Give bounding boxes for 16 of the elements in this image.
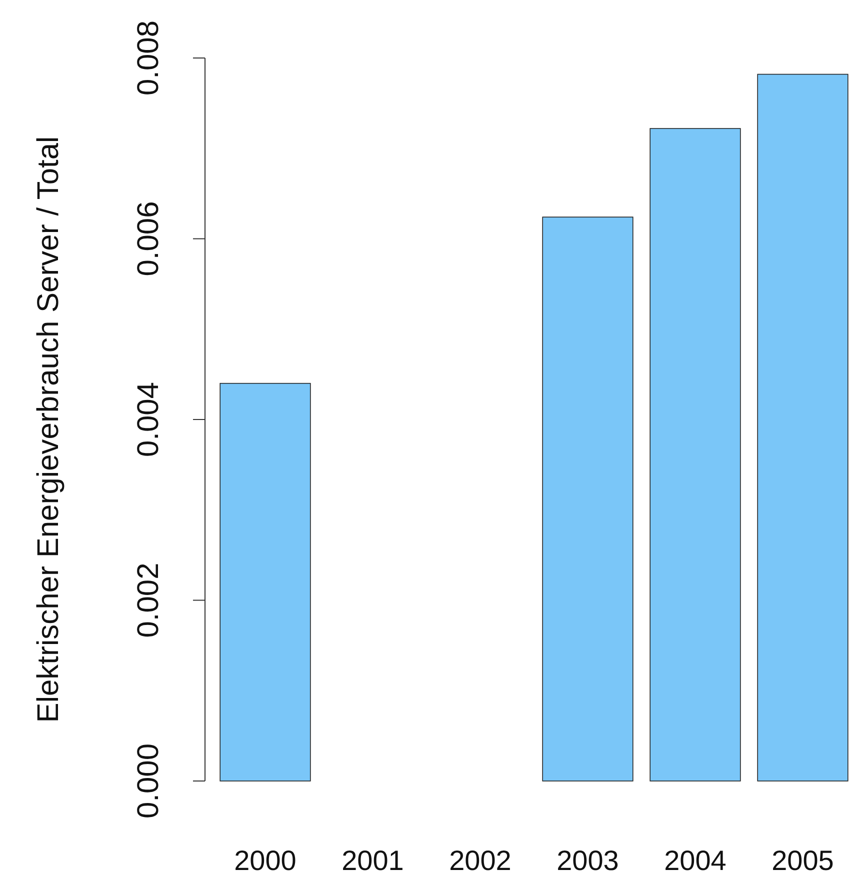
bar: [757, 74, 848, 782]
y-axis-title: Elektrischer Energieverbrauch Server / Total: [32, 136, 65, 723]
y-tick-label: 0.006: [132, 201, 165, 276]
x-tick-label: 2000: [234, 845, 296, 876]
y-tick-label: 0.008: [132, 20, 165, 96]
y-tick-label: 0.000: [132, 743, 165, 819]
x-tick-label: 2005: [772, 845, 834, 876]
x-tick-label: 2003: [556, 845, 619, 876]
x-tick-label: 2002: [449, 845, 512, 876]
bar: [542, 216, 634, 782]
y-tick-label: 0.002: [132, 562, 165, 638]
bar: [650, 128, 741, 782]
y-tick-label: 0.004: [132, 382, 165, 458]
x-tick-label: 2004: [664, 845, 726, 876]
bar: [220, 382, 311, 782]
x-tick-label: 2001: [342, 845, 404, 876]
